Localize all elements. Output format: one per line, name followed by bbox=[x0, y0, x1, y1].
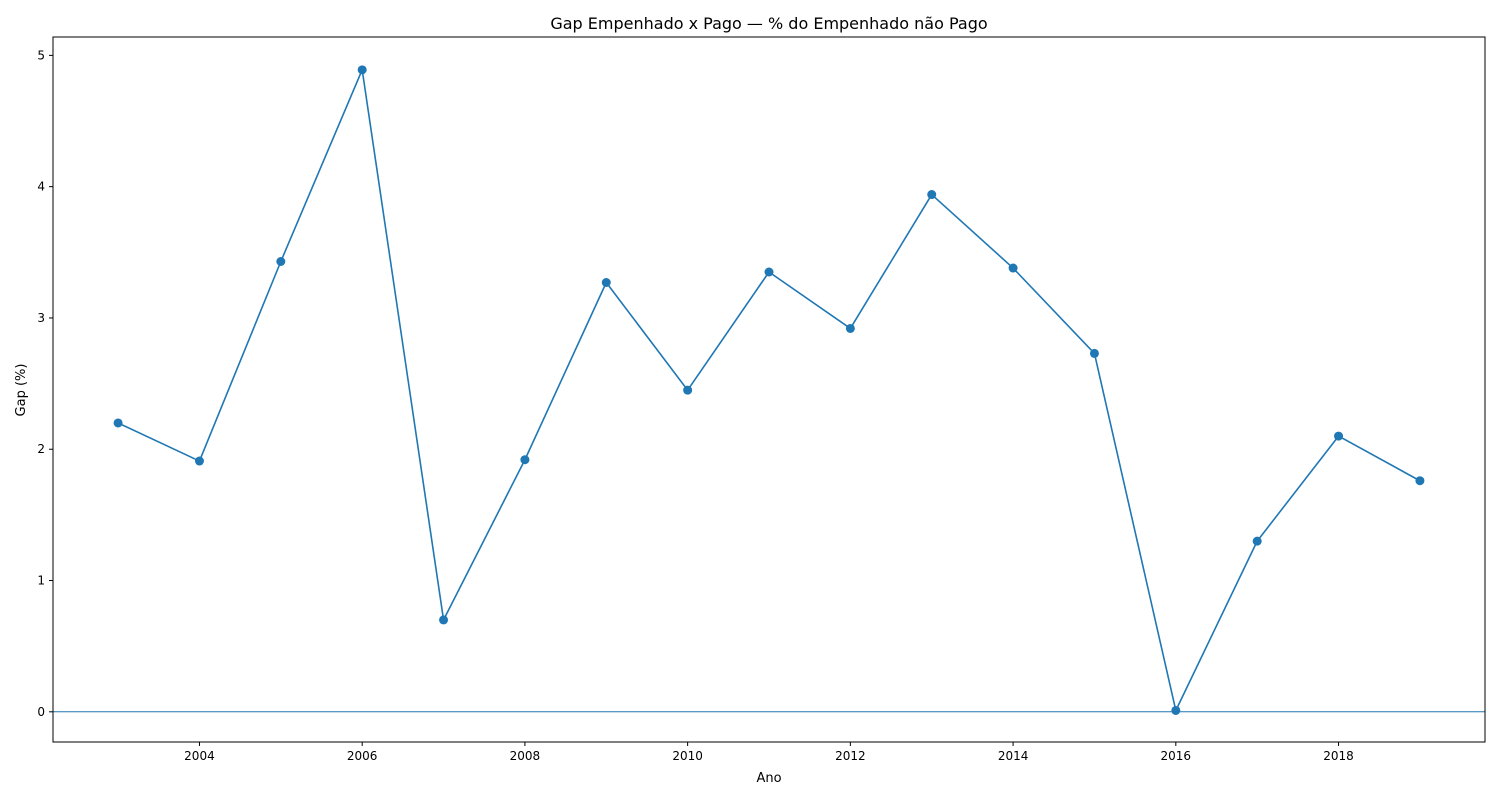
data-point bbox=[520, 455, 530, 465]
data-point bbox=[845, 323, 855, 333]
x-tick-label: 2006 bbox=[347, 749, 378, 763]
y-axis-label: Gap (%) bbox=[14, 364, 29, 417]
data-point bbox=[1415, 476, 1425, 486]
plot-area: 2004 2006 2008 2010 2012 2014 2016 2018 0 1 2 3 4 5 bbox=[37, 36, 1486, 763]
data-point bbox=[764, 267, 774, 277]
y-tick-label: 4 bbox=[37, 180, 45, 194]
data-point bbox=[276, 256, 286, 266]
y-tick-label: 1 bbox=[37, 574, 45, 588]
data-point bbox=[439, 615, 449, 625]
x-tick-label: 2018 bbox=[1323, 749, 1354, 763]
y-tick-label: 0 bbox=[37, 705, 45, 719]
plot-frame bbox=[52, 36, 1486, 743]
x-tick-label: 2016 bbox=[1161, 749, 1192, 763]
data-point bbox=[1334, 431, 1344, 441]
data-point bbox=[683, 385, 693, 395]
y-tick-label: 3 bbox=[37, 311, 45, 325]
chart-title: Gap Empenhado x Pago — % do Empenhado nã… bbox=[550, 14, 987, 33]
data-point bbox=[1089, 348, 1099, 358]
data-point bbox=[1171, 705, 1181, 715]
x-tick-label: 2010 bbox=[672, 749, 703, 763]
y-tick-label: 2 bbox=[37, 442, 45, 456]
data-point bbox=[113, 418, 123, 428]
data-point bbox=[927, 190, 937, 200]
y-tick-label: 5 bbox=[37, 48, 45, 62]
data-point bbox=[601, 278, 611, 288]
x-tick-label: 2012 bbox=[835, 749, 866, 763]
data-point bbox=[194, 456, 204, 466]
x-tick-label: 2008 bbox=[510, 749, 541, 763]
data-point bbox=[357, 65, 367, 75]
series-line bbox=[117, 69, 1421, 712]
data-point bbox=[1252, 536, 1262, 546]
data-point bbox=[1008, 263, 1018, 273]
x-axis-label: Ano bbox=[756, 771, 781, 786]
x-tick-label: 2014 bbox=[998, 749, 1029, 763]
x-tick-label: 2004 bbox=[184, 749, 215, 763]
